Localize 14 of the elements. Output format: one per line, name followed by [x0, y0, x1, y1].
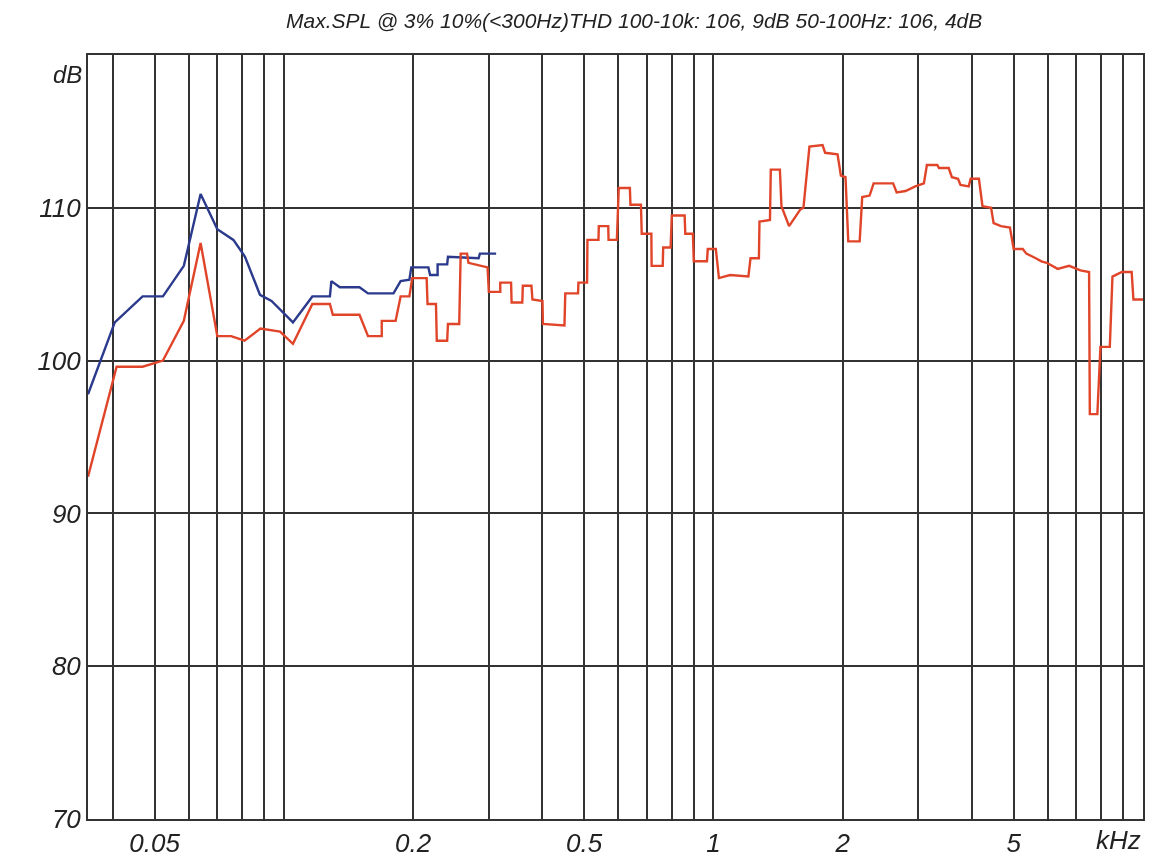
chart-title: Max.SPL @ 3% 10%(<300Hz)THD 100-10k: 106, 9dB 50-100Hz: 106, 4dB: [286, 8, 983, 32]
y-tick-label: 110: [39, 192, 82, 223]
y-tick-label: 100: [37, 345, 82, 376]
x-tick-label: 1: [706, 828, 721, 859]
y-tick-label: 80: [51, 651, 82, 682]
x-tick-label: 0.5: [566, 828, 603, 859]
x-tick-label: 5: [1006, 828, 1022, 859]
x-tick-label: 0.05: [129, 828, 181, 859]
x-tick-label: 2: [834, 828, 851, 859]
y-axis-title: dB: [53, 61, 83, 88]
y-tick-label: 70: [51, 804, 82, 835]
y-tick-label: 90: [51, 498, 82, 529]
x-tick-label: 0.2: [395, 828, 432, 859]
x-axis-title: kHz: [1096, 825, 1141, 855]
